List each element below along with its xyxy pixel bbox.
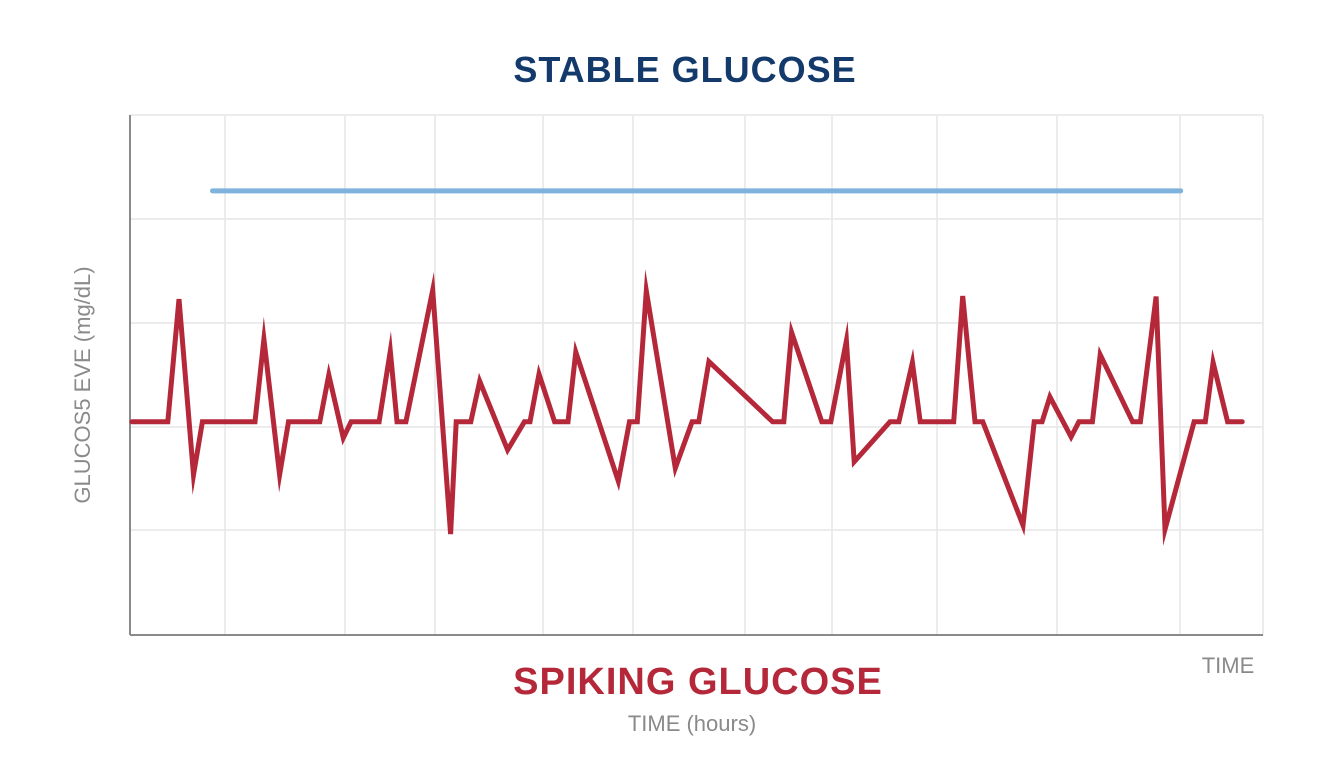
series-lines — [129, 188, 1245, 546]
spiking-glucose-line — [129, 269, 1245, 546]
spiking-glucose-title: SPIKING GLUCOSE — [513, 661, 883, 703]
grid-lines — [130, 114, 1264, 635]
x-axis-label: TIME (hours) — [628, 711, 756, 736]
stable-glucose-title: STABLE GLUCOSE — [513, 49, 856, 90]
axes — [129, 115, 1263, 636]
x-axis-end-label: TIME — [1202, 653, 1255, 678]
y-axis-label: GLUCOS5 EVE (mg/dL) — [70, 266, 95, 503]
